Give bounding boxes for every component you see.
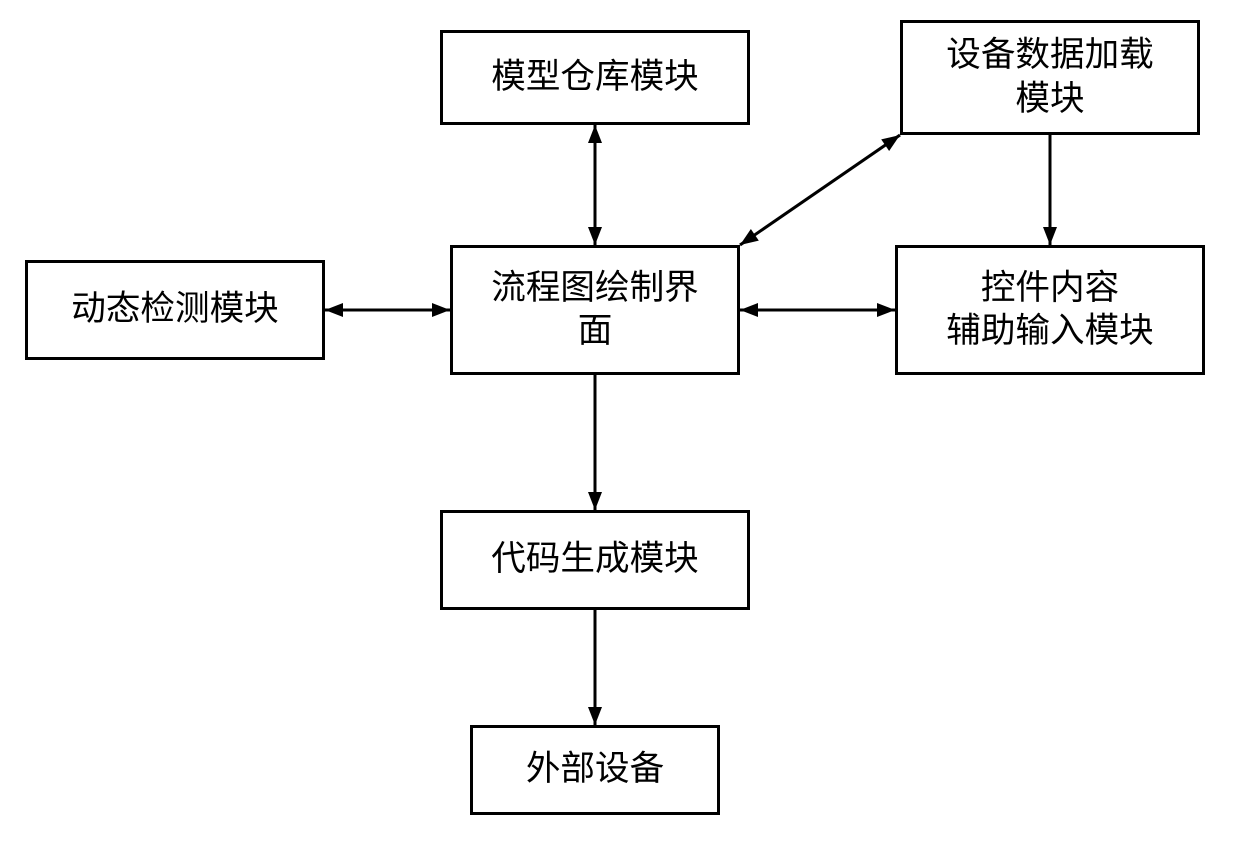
node-label: 模型仓库模块 <box>491 56 698 99</box>
node-label: 流程图绘制界 面 <box>491 267 698 353</box>
node-label: 控件内容 辅助输入模块 <box>946 267 1153 353</box>
node-flowchart_ui: 流程图绘制界 面 <box>450 245 740 375</box>
node-label: 代码生成模块 <box>491 538 698 581</box>
node-device_load: 设备数据加载 模块 <box>900 20 1200 135</box>
node-external_dev: 外部设备 <box>470 725 720 815</box>
node-dynamic_det: 动态检测模块 <box>25 260 325 360</box>
node-label: 设备数据加载 模块 <box>946 34 1153 120</box>
node-label: 外部设备 <box>526 748 664 791</box>
node-label: 动态检测模块 <box>71 288 278 331</box>
node-code_gen: 代码生成模块 <box>440 510 750 610</box>
diagram-canvas: 模型仓库模块 设备数据加载 模块动态检测模块 流程图绘制界 面 控件内容 辅助输入模块… <box>0 0 1240 850</box>
node-model_repo: 模型仓库模块 <box>440 30 750 125</box>
node-ctrl_input: 控件内容 辅助输入模块 <box>895 245 1205 375</box>
